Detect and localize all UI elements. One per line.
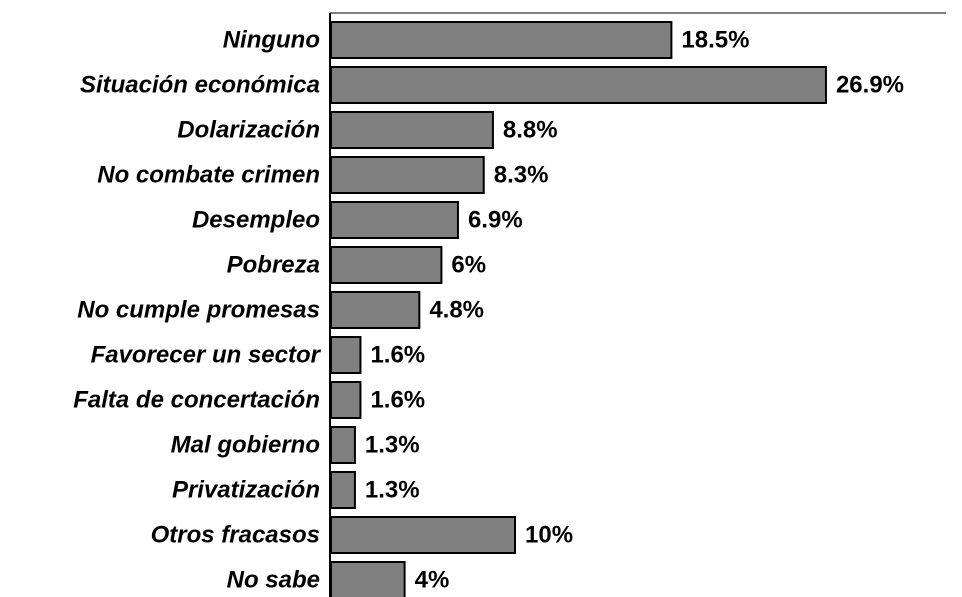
bar xyxy=(330,381,362,419)
category-label: Ninguno xyxy=(223,27,320,54)
bar xyxy=(330,246,443,284)
category-label: Privatización xyxy=(172,477,320,504)
category-label: Otros fracasos xyxy=(151,522,320,549)
bar xyxy=(330,561,406,597)
value-label: 18.5% xyxy=(681,27,749,54)
category-label: No sabe xyxy=(227,567,320,594)
value-label: 1.6% xyxy=(370,387,425,414)
value-label: 1.3% xyxy=(365,432,420,459)
bar xyxy=(330,471,356,509)
category-label: No cumple promesas xyxy=(77,297,320,324)
category-label: Dolarización xyxy=(177,117,320,144)
value-label: 1.3% xyxy=(365,477,420,504)
value-label: 1.6% xyxy=(370,342,425,369)
category-label: Pobreza xyxy=(227,252,320,279)
value-label: 26.9% xyxy=(836,72,904,99)
value-label: 8.8% xyxy=(503,117,558,144)
value-label: 8.3% xyxy=(494,162,549,189)
bar xyxy=(330,201,459,239)
category-label: No combate crimen xyxy=(97,162,320,189)
value-label: 4% xyxy=(415,567,450,594)
bar xyxy=(330,66,827,104)
category-label: Falta de concertación xyxy=(73,387,320,414)
category-label: Desempleo xyxy=(192,207,320,234)
value-label: 6.9% xyxy=(468,207,523,234)
category-label: Situación económica xyxy=(80,72,320,99)
bar xyxy=(330,21,673,59)
bar xyxy=(330,516,516,554)
bar xyxy=(330,111,494,149)
bar xyxy=(330,156,485,194)
value-label: 4.8% xyxy=(429,297,484,324)
value-label: 10% xyxy=(525,522,573,549)
value-label: 6% xyxy=(451,252,486,279)
bar xyxy=(330,426,356,464)
bar xyxy=(330,336,362,374)
bar xyxy=(330,291,421,329)
category-label: Favorecer un sector xyxy=(91,342,322,369)
category-label: Mal gobierno xyxy=(171,432,320,459)
